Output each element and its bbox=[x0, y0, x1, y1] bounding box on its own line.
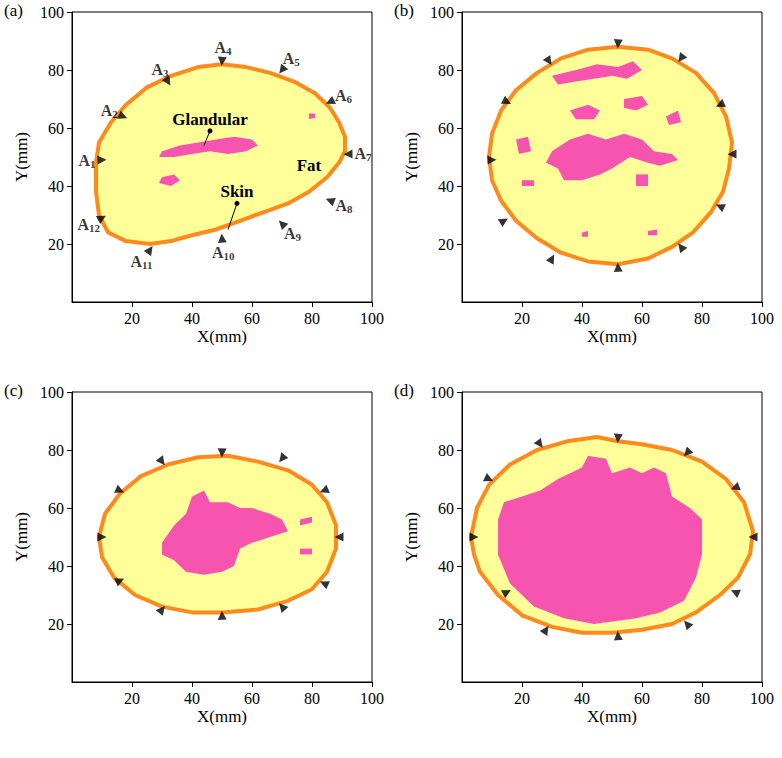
svg-text:A: A bbox=[283, 50, 295, 67]
svg-text:10: 10 bbox=[223, 250, 235, 262]
svg-text:20: 20 bbox=[124, 310, 140, 327]
svg-text:40: 40 bbox=[574, 690, 590, 707]
svg-text:40: 40 bbox=[438, 558, 454, 575]
svg-text:X(mm): X(mm) bbox=[587, 327, 637, 346]
svg-text:5: 5 bbox=[294, 56, 300, 68]
svg-text:100: 100 bbox=[40, 4, 64, 21]
svg-text:80: 80 bbox=[48, 62, 64, 79]
svg-text:60: 60 bbox=[438, 120, 454, 137]
svg-text:8: 8 bbox=[347, 203, 353, 215]
svg-text:A: A bbox=[78, 216, 90, 233]
svg-text:100: 100 bbox=[40, 384, 64, 401]
svg-text:Skin: Skin bbox=[220, 182, 254, 201]
svg-text:9: 9 bbox=[296, 231, 302, 243]
svg-text:60: 60 bbox=[244, 690, 260, 707]
svg-text:100: 100 bbox=[750, 310, 774, 327]
svg-text:60: 60 bbox=[438, 500, 454, 517]
svg-text:80: 80 bbox=[694, 690, 710, 707]
svg-text:(c): (c) bbox=[4, 381, 23, 400]
svg-text:20: 20 bbox=[438, 236, 454, 253]
svg-text:60: 60 bbox=[48, 120, 64, 137]
svg-text:60: 60 bbox=[634, 690, 650, 707]
svg-text:(d): (d) bbox=[394, 381, 414, 400]
svg-text:60: 60 bbox=[244, 310, 260, 327]
svg-text:80: 80 bbox=[304, 310, 320, 327]
svg-text:A: A bbox=[284, 225, 296, 242]
svg-text:A: A bbox=[151, 61, 163, 78]
svg-text:80: 80 bbox=[304, 690, 320, 707]
svg-text:7: 7 bbox=[366, 151, 372, 163]
svg-text:40: 40 bbox=[48, 178, 64, 195]
svg-text:40: 40 bbox=[574, 310, 590, 327]
svg-text:A: A bbox=[354, 145, 366, 162]
svg-text:12: 12 bbox=[89, 222, 101, 234]
svg-text:A: A bbox=[335, 197, 347, 214]
svg-text:A: A bbox=[215, 39, 227, 56]
svg-text:2: 2 bbox=[112, 108, 118, 120]
svg-text:Glandular: Glandular bbox=[172, 110, 248, 129]
svg-text:X(mm): X(mm) bbox=[197, 707, 247, 726]
svg-text:11: 11 bbox=[142, 259, 152, 271]
svg-text:20: 20 bbox=[48, 236, 64, 253]
svg-text:20: 20 bbox=[514, 690, 530, 707]
svg-text:A: A bbox=[78, 152, 90, 169]
svg-text:X(mm): X(mm) bbox=[587, 707, 637, 726]
svg-text:40: 40 bbox=[438, 178, 454, 195]
svg-text:40: 40 bbox=[184, 310, 200, 327]
svg-text:Y(mm): Y(mm) bbox=[402, 132, 421, 182]
svg-text:100: 100 bbox=[360, 310, 384, 327]
svg-text:60: 60 bbox=[634, 310, 650, 327]
svg-text:A: A bbox=[101, 102, 113, 119]
svg-text:3: 3 bbox=[163, 67, 169, 79]
svg-text:Y(mm): Y(mm) bbox=[402, 512, 421, 562]
svg-text:100: 100 bbox=[750, 690, 774, 707]
svg-text:100: 100 bbox=[360, 690, 384, 707]
svg-text:60: 60 bbox=[48, 500, 64, 517]
svg-text:100: 100 bbox=[430, 4, 454, 21]
svg-text:20: 20 bbox=[438, 616, 454, 633]
svg-text:A: A bbox=[335, 87, 347, 104]
svg-text:80: 80 bbox=[438, 442, 454, 459]
svg-text:20: 20 bbox=[514, 310, 530, 327]
svg-text:80: 80 bbox=[48, 442, 64, 459]
svg-text:4: 4 bbox=[226, 45, 232, 57]
svg-text:40: 40 bbox=[48, 558, 64, 575]
svg-text:100: 100 bbox=[430, 384, 454, 401]
svg-text:80: 80 bbox=[438, 62, 454, 79]
svg-text:80: 80 bbox=[694, 310, 710, 327]
svg-text:(b): (b) bbox=[394, 1, 414, 20]
svg-text:1: 1 bbox=[90, 158, 96, 170]
svg-text:(a): (a) bbox=[4, 1, 23, 20]
svg-text:20: 20 bbox=[124, 690, 140, 707]
svg-text:Y(mm): Y(mm) bbox=[12, 132, 31, 182]
svg-text:A: A bbox=[212, 244, 224, 261]
svg-text:A: A bbox=[130, 253, 142, 270]
svg-text:6: 6 bbox=[347, 93, 353, 105]
svg-text:40: 40 bbox=[184, 690, 200, 707]
svg-text:X(mm): X(mm) bbox=[197, 327, 247, 346]
svg-text:20: 20 bbox=[48, 616, 64, 633]
svg-text:Fat: Fat bbox=[297, 156, 322, 175]
svg-text:Y(mm): Y(mm) bbox=[12, 512, 31, 562]
